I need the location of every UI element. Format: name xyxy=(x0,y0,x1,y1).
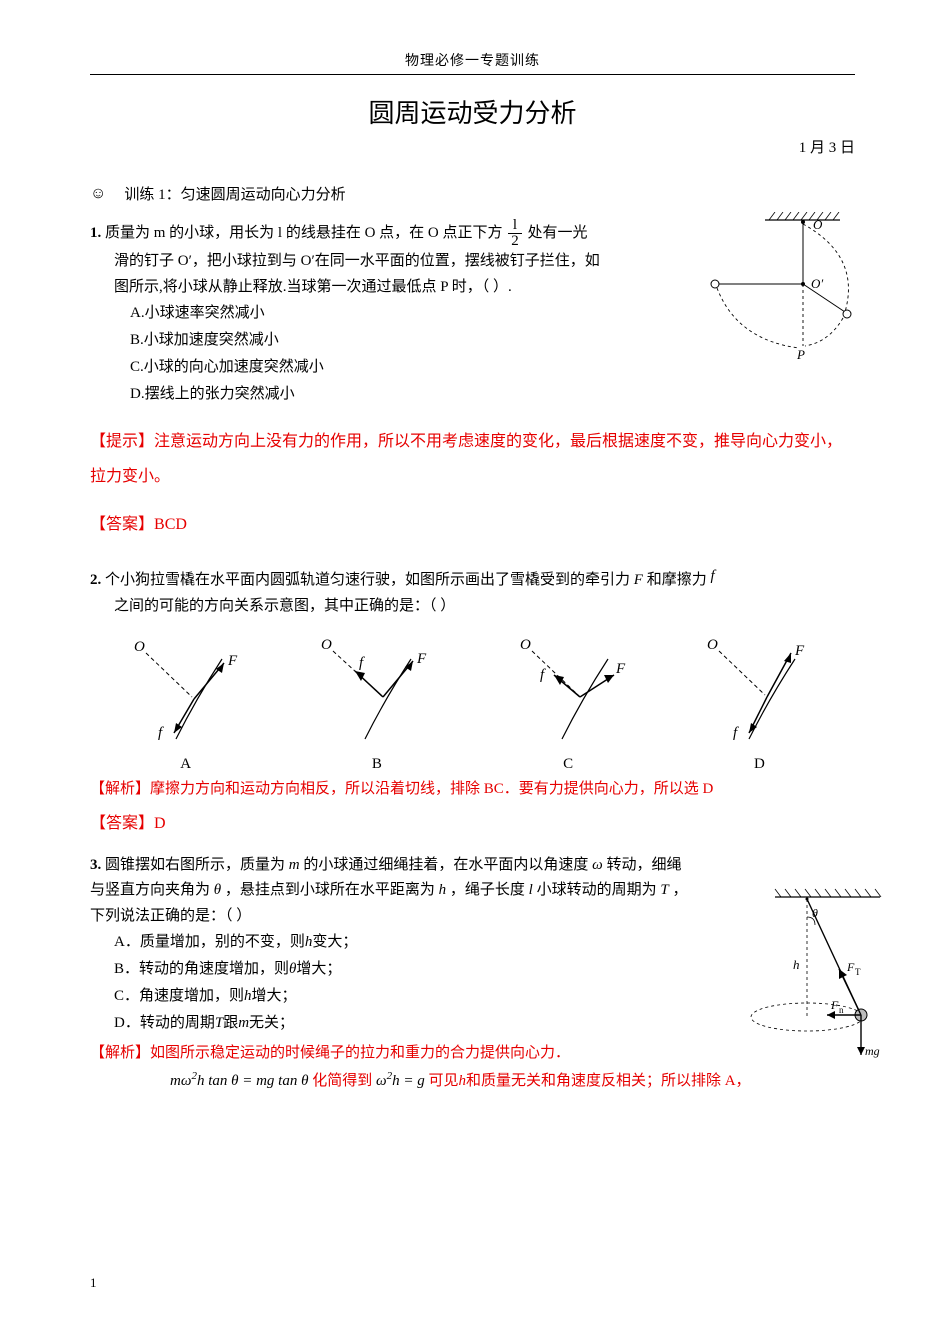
q2-answer: 【答案】D xyxy=(90,809,855,833)
q3-number: 3. xyxy=(90,857,101,873)
svg-text:θ: θ xyxy=(812,906,818,920)
q3-sol-c: 可见 xyxy=(428,1073,458,1089)
q1-option-d: D.摆线上的张力突然减小 xyxy=(130,381,855,408)
q3-stem-b: 的小球通过细绳挂着，在水平面内以角速度 xyxy=(303,857,588,873)
q2-solution: 【解析】摩擦力方向和运动方向相反，所以沿着切线，排除 BC．要有力提供向心力，所… xyxy=(90,777,855,803)
q2-label-a: A xyxy=(116,756,256,773)
svg-text:mg: mg xyxy=(865,1044,880,1058)
question-2: 2. 个小狗拉雪橇在水平面内圆弧轨道匀速行驶，如图所示画出了雪橇受到的牵引力 F… xyxy=(90,564,855,833)
q2-answer-value: D xyxy=(154,815,166,832)
q2-number: 2. xyxy=(90,572,101,588)
q2-diagram-d: O F f D xyxy=(689,629,829,773)
q3-m: m xyxy=(289,857,300,873)
q3-h: h xyxy=(439,882,447,898)
svg-text:f: f xyxy=(359,655,365,671)
q1-hint-label: 【提示】 xyxy=(90,433,154,450)
svg-text:F: F xyxy=(830,998,839,1012)
svg-text:O′: O′ xyxy=(811,276,823,291)
q3-theta: θ xyxy=(214,882,221,898)
svg-text:O: O xyxy=(520,637,531,653)
q3-formula-1: mω2h tan θ = mg tan θ xyxy=(170,1073,308,1089)
q2-diagram-a: O F f A xyxy=(116,629,256,773)
q1-hint-text: 注意运动方向上没有力的作用，所以不用考虑速度的变化，最后根据速度不变，推导向心力… xyxy=(90,433,842,485)
q2-label-c: C xyxy=(498,756,638,773)
page-header: 物理必修一专题训练 xyxy=(90,50,855,75)
q2-f: f xyxy=(710,568,714,584)
svg-text:F: F xyxy=(846,960,855,974)
q2-sol-label: 【解析】 xyxy=(90,781,150,797)
q2-diagrams: O F f A O xyxy=(90,629,855,773)
q1-stem-b: 处有一光 xyxy=(528,225,588,241)
q3-sol-a: 如图所示稳定运动的时候绳子的拉力和重力的合力提供向心力． xyxy=(150,1045,570,1061)
svg-text:f: f xyxy=(540,667,546,683)
svg-text:O: O xyxy=(813,217,823,232)
q3-stem-d: ，悬挂点到小球所在水平距离为 xyxy=(225,882,435,898)
q1-number: 1. xyxy=(90,225,101,241)
q3-w: ω xyxy=(592,857,603,873)
q2-sol-text: 摩擦力方向和运动方向相反，所以沿着切线，排除 BC．要有力提供向心力，所以选 D xyxy=(150,781,713,797)
q2-stem-a: 个小狗拉雪橇在水平面内圆弧轨道匀速行驶，如图所示画出了雪橇受到的牵引力 xyxy=(105,572,630,588)
q3-sol-label: 【解析】 xyxy=(90,1045,150,1061)
svg-text:P: P xyxy=(796,347,805,362)
svg-text:O: O xyxy=(321,637,332,653)
q2-answer-label: 【答案】 xyxy=(90,815,154,832)
svg-text:F: F xyxy=(227,653,238,669)
svg-text:f: f xyxy=(733,725,739,741)
section-1-header: ☺ 训练 1：匀速圆周运动向心力分析 xyxy=(90,183,855,204)
q2-diagram-b: O F f B xyxy=(307,629,447,773)
q2-label-d: D xyxy=(689,756,829,773)
q3-sol-d: 和质量无关和角速度反相关；所以排除 A， xyxy=(466,1073,751,1089)
svg-text:n: n xyxy=(839,1005,844,1015)
q2-F: F xyxy=(634,572,643,588)
q1-answer-label: 【答案】 xyxy=(90,516,154,533)
q3-stem-a: 圆锥摆如右图所示，质量为 xyxy=(105,857,285,873)
svg-text:f: f xyxy=(158,725,164,741)
q3-l: l xyxy=(529,882,533,898)
q1-fraction: l 2 xyxy=(508,218,522,249)
svg-text:O: O xyxy=(134,639,145,655)
svg-text:F: F xyxy=(615,661,626,677)
q1-answer-value: BCD xyxy=(154,516,187,533)
q1-answer: 【答案】BCD xyxy=(90,510,855,534)
question-1: O O′ P xyxy=(90,218,855,534)
document-date: 1 月 3 日 xyxy=(90,136,855,157)
q3-formula-2: ω2h = g xyxy=(376,1073,425,1089)
smiley-icon: ☺ xyxy=(90,185,106,203)
q3-figure: θ h F T F n mg xyxy=(735,887,885,1057)
q3-stem-e: ，绳子长度 xyxy=(450,882,525,898)
svg-text:F: F xyxy=(416,651,427,667)
q2-stem-b: 和摩擦力 xyxy=(647,572,707,588)
document-title: 圆周运动受力分析 xyxy=(90,93,855,130)
q2-label-b: B xyxy=(307,756,447,773)
section-1-label: 训练 1：匀速圆周运动向心力分析 xyxy=(124,183,345,204)
question-3: θ h F T F n mg xyxy=(90,853,855,1095)
svg-text:F: F xyxy=(794,643,805,659)
q2-stem-c: 之间的可能的方向关系示意图，其中正确的是：（ ） xyxy=(114,598,455,614)
svg-text:O: O xyxy=(707,637,718,653)
page-number: 1 xyxy=(90,1275,97,1291)
q1-figure: O O′ P xyxy=(695,212,865,362)
q1-stem-a: 质量为 m 的小球，用长为 l 的线悬挂在 O 点，在 O 点正下方 xyxy=(105,225,503,241)
q3-sol-b: 化简得到 xyxy=(312,1073,372,1089)
q1-hint: 【提示】注意运动方向上没有力的作用，所以不用考虑速度的变化，最后根据速度不变，推… xyxy=(90,424,855,494)
q2-diagram-c: O F f C xyxy=(498,629,638,773)
q3-T: T xyxy=(660,882,668,898)
svg-text:h: h xyxy=(793,957,800,972)
q3-stem-f: 小球转动的周期为 xyxy=(537,882,657,898)
svg-text:T: T xyxy=(855,967,861,977)
q3-solution-line2: mω2h tan θ = mg tan θ 化简得到 ω2h = g 可见h和质… xyxy=(170,1067,855,1095)
q1-stem-c: 滑的钉子 O′，把小球拉到与 O′在同一水平面的位置，摆线被钉子拦住，如图所示,… xyxy=(114,249,604,300)
